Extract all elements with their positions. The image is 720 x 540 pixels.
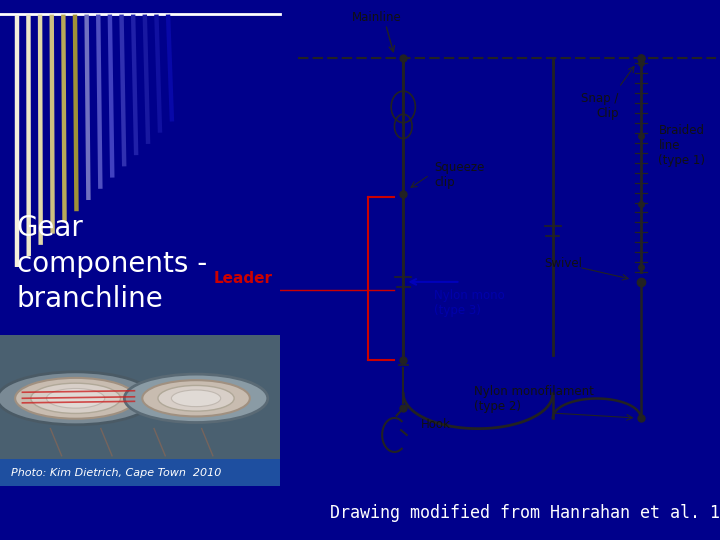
- Text: Drawing modified from Hanrahan et al. 1997: Drawing modified from Hanrahan et al. 19…: [330, 504, 720, 522]
- Ellipse shape: [31, 383, 120, 414]
- Ellipse shape: [171, 390, 221, 407]
- Text: Gear
components -
branchline: Gear components - branchline: [17, 214, 207, 313]
- Text: Nylon monofilament
(type 2): Nylon monofilament (type 2): [474, 385, 593, 413]
- Bar: [0, 459, 280, 486]
- Ellipse shape: [15, 378, 136, 419]
- Text: Photo: Kim Dietrich, Cape Town  2010: Photo: Kim Dietrich, Cape Town 2010: [12, 468, 222, 478]
- Ellipse shape: [143, 380, 250, 416]
- Text: Squeeze
clip: Squeeze clip: [434, 161, 485, 189]
- Ellipse shape: [158, 386, 234, 411]
- Text: Hook: Hook: [421, 417, 451, 431]
- Text: Mainline: Mainline: [352, 11, 402, 24]
- Text: Braided
line
(type 1): Braided line (type 1): [658, 124, 706, 167]
- Ellipse shape: [47, 388, 104, 408]
- Ellipse shape: [125, 374, 268, 422]
- Text: Snap /
Clip: Snap / Clip: [582, 92, 618, 120]
- Ellipse shape: [0, 372, 154, 425]
- Text: Swivel: Swivel: [544, 257, 582, 271]
- Text: Leader: Leader: [214, 271, 273, 286]
- Text: Nylon mono
(type 3): Nylon mono (type 3): [434, 289, 505, 317]
